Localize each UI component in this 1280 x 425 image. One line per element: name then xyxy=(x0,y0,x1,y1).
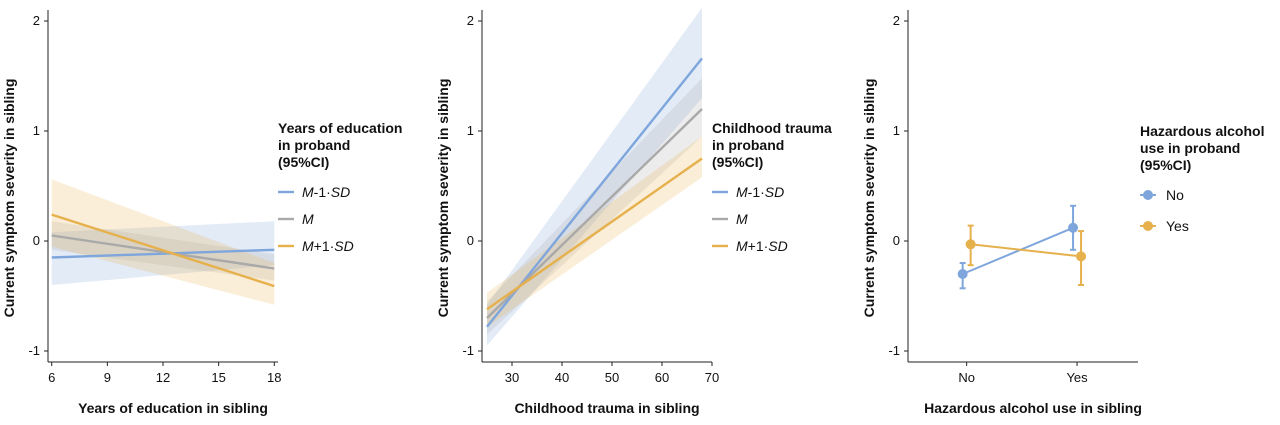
legend-swatch-point xyxy=(1143,221,1153,231)
x-tick-label: 70 xyxy=(705,370,719,385)
ci-band xyxy=(51,179,275,305)
y-tick-label: -1 xyxy=(462,343,474,358)
chart-panel-2: -1 0 1 2 30 40 50 60 70 Childhood trauma in sibli… xyxy=(435,7,832,416)
y-tick-label: 1 xyxy=(33,123,40,138)
y-axis-title: Current symptom severity in sibling xyxy=(435,79,451,318)
y-tick-label: 2 xyxy=(467,13,474,28)
y-tick-label: 0 xyxy=(893,233,900,248)
legend-swatch-point xyxy=(1143,190,1153,200)
data-point xyxy=(1068,222,1079,233)
legend-label: M-1·SD xyxy=(302,184,350,200)
x-tick-label: 50 xyxy=(605,370,619,385)
legend-title: Hazardous alcohol xyxy=(1140,123,1264,139)
x-tick-label: 12 xyxy=(156,370,170,385)
y-tick-label: 1 xyxy=(467,123,474,138)
series-line-no xyxy=(962,226,1074,275)
x-tick-label: 18 xyxy=(267,370,281,385)
y-tick-label: -1 xyxy=(28,343,40,358)
data-point xyxy=(965,239,976,250)
legend-title: (95%CI) xyxy=(278,154,329,170)
legend-label: M+1·SD xyxy=(736,238,788,254)
x-tick-label: 9 xyxy=(104,370,111,385)
y-axis-title: Current symptom severity in sibling xyxy=(1,79,17,318)
x-tick-label: 15 xyxy=(211,370,225,385)
legend-title: (95%CI) xyxy=(1140,157,1191,173)
legend-title: use in proband xyxy=(1140,140,1240,156)
series-line xyxy=(486,157,703,311)
legend-label: M xyxy=(302,211,314,227)
ci-band xyxy=(487,136,702,327)
x-tick-label: 60 xyxy=(655,370,669,385)
legend-label: M+1·SD xyxy=(302,238,354,254)
x-axis-title: Years of education in sibling xyxy=(78,400,268,416)
legend-title: Years of education xyxy=(278,120,402,136)
x-tick-label: 30 xyxy=(505,370,519,385)
x-axis-title: Hazardous alcohol use in sibling xyxy=(924,400,1142,416)
y-tick-label: 2 xyxy=(893,13,900,28)
y-tick-label: 2 xyxy=(33,13,40,28)
data-point xyxy=(957,269,968,279)
x-tick-label: Yes xyxy=(1066,370,1088,385)
legend-label: Yes xyxy=(1166,218,1189,234)
legend-label: M xyxy=(736,211,748,227)
y-tick-label: 1 xyxy=(893,123,900,138)
legend-label: No xyxy=(1166,187,1184,203)
y-axis-title: Current symptom severity in sibling xyxy=(861,79,877,318)
x-tick-label: 6 xyxy=(48,370,55,385)
series-line xyxy=(51,234,275,270)
legend-label: M-1·SD xyxy=(736,184,784,200)
series-line xyxy=(51,248,275,259)
y-tick-label: 0 xyxy=(467,233,474,248)
y-tick-label: -1 xyxy=(888,343,900,358)
x-tick-label: 40 xyxy=(555,370,569,385)
chart-panel-3: -1 0 1 2 No Yes Hazardous alcohol use in sibli… xyxy=(861,10,1264,416)
x-axis-title: Childhood trauma in sibling xyxy=(514,400,699,416)
data-point xyxy=(1076,251,1087,262)
series-line xyxy=(51,213,275,288)
legend-title: Childhood trauma xyxy=(712,120,832,136)
series-line-yes xyxy=(970,243,1082,258)
x-tick-label: No xyxy=(958,370,975,385)
y-tick-label: 0 xyxy=(33,233,40,248)
legend-title: in proband xyxy=(712,137,784,153)
legend-title: (95%CI) xyxy=(712,154,763,170)
legend-title: in proband xyxy=(278,137,350,153)
